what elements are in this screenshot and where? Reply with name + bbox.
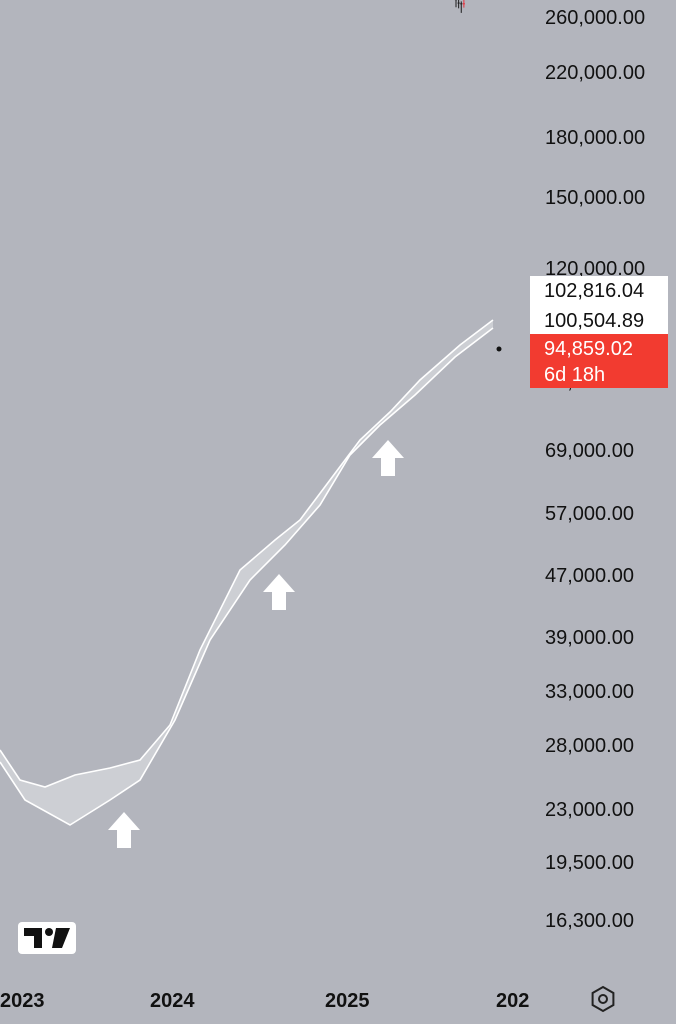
price-labels: 102,816.04 100,504.89 94,859.02 6d 18h [496,276,668,388]
band-upper-line [0,319,494,788]
x-tick-label: 2023 [0,990,45,1012]
bull-market-support-band [0,319,494,826]
y-tick-label: 23,000.00 [545,799,634,821]
x-axis: 2023 2024 2025 202 [0,990,529,1012]
candle-body [457,2,460,4]
price-label-bg [530,276,668,304]
arrows [108,440,404,848]
band-lower-line [0,327,494,826]
y-tick-label: 33,000.00 [545,681,634,703]
y-tick-label: 260,000.00 [545,7,645,29]
x-tick-label: 2024 [150,990,195,1012]
tradingview-logo[interactable] [18,922,76,954]
y-tick-label: 180,000.00 [545,127,645,149]
y-tick-label: 220,000.00 [545,62,645,84]
price-label-bg [530,334,668,362]
y-tick-label: 69,000.00 [545,440,634,462]
y-tick-label: 57,000.00 [545,503,634,525]
candle-body [460,3,463,5]
candles [454,0,465,13]
y-tick-label: 150,000.00 [545,187,645,209]
candle-body [462,3,465,5]
y-tick-label: 19,500.00 [545,852,634,874]
price-label-bg [530,362,668,388]
y-tick-label: 39,000.00 [545,627,634,649]
up-arrow-marker [108,812,140,848]
band-fill [0,320,493,825]
last-price-dot [496,346,502,352]
y-tick-label: 16,300.00 [545,910,634,932]
price-label-bg [530,304,668,334]
price-label-text: 94,859.02 [544,338,633,360]
y-tick-label: 120,000.00 [545,258,645,280]
up-arrow-marker [263,574,295,610]
price-label-text: 102,816.04 [544,280,644,302]
price-label-text: 6d 18h [544,364,605,386]
y-axis: 260,000.00 220,000.00 180,000.00 150,000.00… [545,7,645,932]
up-arrow-marker [372,440,404,476]
x-tick-label: 202 [496,990,529,1012]
y-tick-label: 28,000.00 [545,735,634,757]
x-tick-label: 2025 [325,990,370,1012]
y-tick-label: 47,000.00 [545,565,634,587]
settings-hexagon-icon[interactable] [591,985,615,1013]
price-label-text: 100,504.89 [544,310,644,332]
